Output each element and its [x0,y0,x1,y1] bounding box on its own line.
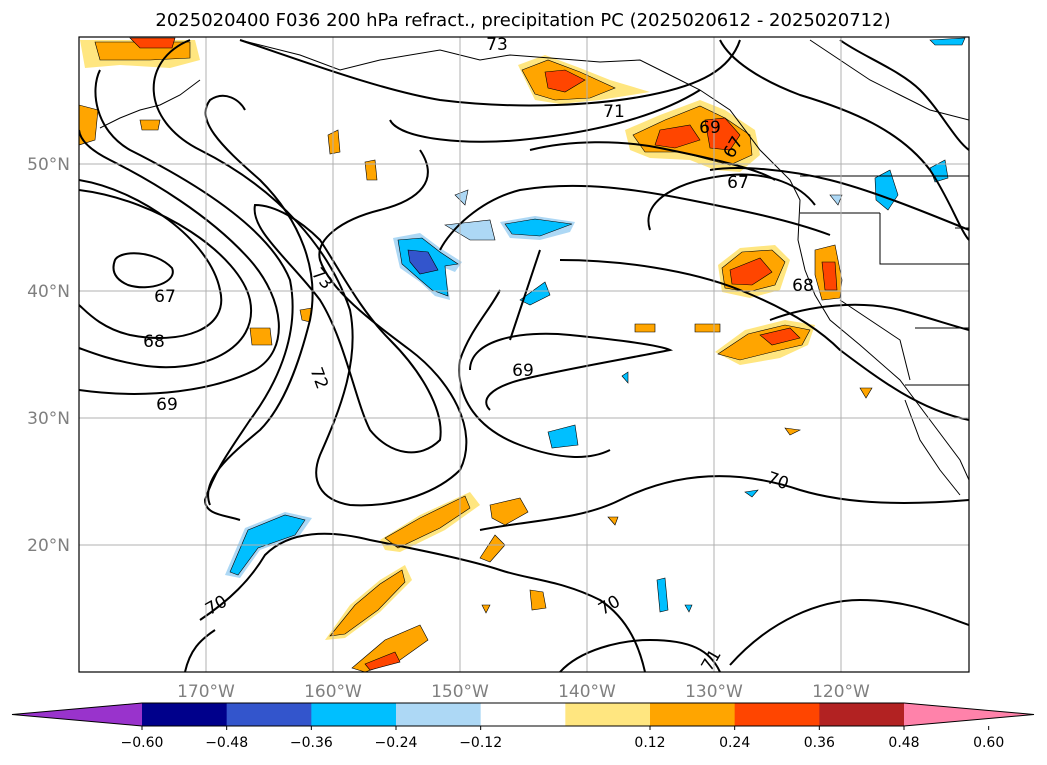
colorbar-cell [819,703,905,726]
lon-tick-label: 120°W [812,682,870,702]
graticule [79,37,969,672]
lon-tick-label: 170°W [177,682,235,702]
colorbar-cell [311,703,397,726]
colorbar-cell [734,703,820,726]
contour-label: 69 [699,118,721,138]
precip-shading [79,37,966,672]
colorbar-tick-label: −0.48 [205,735,248,751]
contour-label: 69 [156,395,178,415]
colorbar-cells [11,702,1035,727]
contour-label: 71 [603,102,625,122]
colorbar-tick-label: −0.12 [459,735,502,751]
lat-tick-label: 30°N [27,409,70,429]
colorbar-tick-label: 0.48 [888,735,919,751]
lon-tick-label: 150°W [431,682,489,702]
colorbar-tick-labels: −0.60 −0.48 −0.36 −0.24 −0.12 0.12 0.24 0.36 0.4… [121,735,1005,751]
colorbar-cell [396,703,482,726]
colorbar-tick-label: −0.60 [121,735,164,751]
colorbar-extend-high [904,703,1034,726]
contour-label: 67 [727,173,749,193]
colorbar: −0.60 −0.48 −0.36 −0.24 −0.12 0.12 0.24 0.36 0.4… [11,702,1035,751]
colorbar-cell [226,703,312,726]
lon-tick-label: 130°W [685,682,743,702]
map-frame [78,36,970,673]
longitude-tick-labels: 170°W 160°W 150°W 140°W 130°W 120°W [177,682,870,702]
colorbar-tick-label: 0.60 [973,735,1004,751]
colorbar-cell [565,703,651,726]
political-borders [800,175,969,386]
lon-tick-label: 160°W [304,682,362,702]
colorbar-tick-label: 0.24 [719,735,750,751]
coastlines [99,39,969,496]
colorbar-extend-low [12,703,142,726]
figure-title: 2025020400 F036 200 hPa refract., precip… [155,10,890,31]
colorbar-tick-label: 0.36 [804,735,835,751]
colorbar-tick-label: −0.24 [375,735,418,751]
contour-label: 67 [154,287,176,307]
latitude-tick-labels: 50°N 40°N 30°N 20°N [27,155,70,556]
contour-label: 73 [486,35,508,55]
map-background [79,37,969,672]
colorbar-tick-label: 0.12 [634,735,665,751]
colorbar-cell [650,703,736,726]
contour-label: 68 [143,332,165,352]
colorbar-tick-label: −0.36 [290,735,333,751]
map-panel: 73 71 69 67 67 73 72 67 68 69 68 69 70 7… [78,35,970,673]
lat-tick-label: 40°N [27,282,70,302]
contour-label: 69 [512,361,534,381]
colorbar-ticks [141,726,990,730]
lat-tick-label: 20°N [27,536,70,556]
refractivity-contours [79,39,969,672]
colorbar-cell [142,703,228,726]
contour-label: 68 [792,276,814,296]
lon-tick-label: 140°W [558,682,616,702]
colorbar-cell [480,703,566,726]
lat-tick-label: 50°N [27,155,70,175]
